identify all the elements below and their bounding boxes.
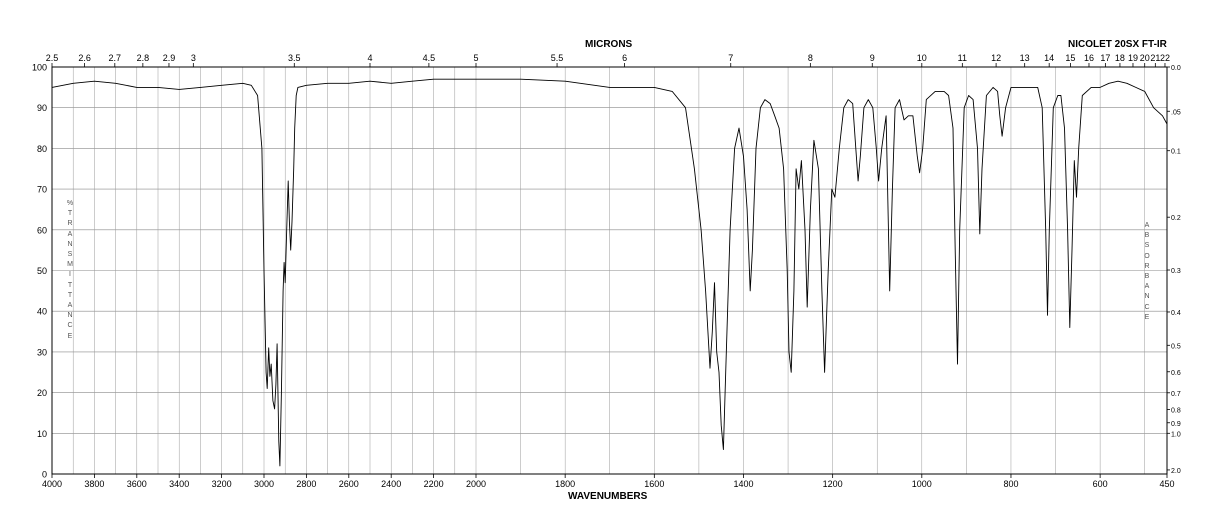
right-tick-label: .05 xyxy=(1171,109,1181,116)
bottom-tick-label: 2000 xyxy=(466,479,486,489)
bottom-tick-label: 3600 xyxy=(127,479,147,489)
left-tick-label: 10 xyxy=(37,429,47,439)
bottom-tick-label: 1600 xyxy=(644,479,664,489)
top-axis-title: MICRONS xyxy=(585,39,633,50)
top-tick-label: 2.5 xyxy=(46,53,59,63)
top-tick-label: 2.9 xyxy=(163,53,176,63)
top-tick-label: 5.5 xyxy=(551,53,564,63)
bottom-tick-label: 1800 xyxy=(555,479,575,489)
top-tick-label: 4 xyxy=(367,53,372,63)
top-tick-label: 2.7 xyxy=(109,53,122,63)
top-tick-label: 22 xyxy=(1160,53,1170,63)
top-tick-label: 6 xyxy=(622,53,627,63)
left-tick-label: 0 xyxy=(42,470,47,480)
top-tick-label: 10 xyxy=(917,53,927,63)
right-tick-label: 0.1 xyxy=(1171,149,1181,156)
plot-frame xyxy=(51,66,1168,475)
left-tick-label: 60 xyxy=(37,225,47,235)
bottom-tick-label: 1400 xyxy=(733,479,753,489)
bottom-tick-label: 2200 xyxy=(424,479,444,489)
top-tick-label: 15 xyxy=(1065,53,1075,63)
top-tick-label: 2.6 xyxy=(78,53,91,63)
bottom-tick-label: 2800 xyxy=(296,479,316,489)
right-tick-label: 0.9 xyxy=(1171,421,1181,428)
top-tick-label: 4.5 xyxy=(423,53,436,63)
bottom-tick-label: 4000 xyxy=(42,479,62,489)
right-tick-label: 2.0 xyxy=(1171,468,1181,475)
left-tick-label: 50 xyxy=(37,266,47,276)
right-tick-label: 0.0 xyxy=(1171,65,1181,72)
left-axis-title: % T R A N S M I T T A N C E xyxy=(66,200,74,340)
bottom-tick-label: 3400 xyxy=(169,479,189,489)
left-tick-label: 90 xyxy=(37,103,47,113)
bottom-tick-label: 1200 xyxy=(823,479,843,489)
right-tick-label: 0.7 xyxy=(1171,391,1181,398)
left-tick-label: 40 xyxy=(37,307,47,317)
right-tick-label: 0.3 xyxy=(1171,268,1181,275)
right-tick-label: 0.6 xyxy=(1171,370,1181,377)
left-tick-label: 70 xyxy=(37,185,47,195)
right-tick-label: 1.0 xyxy=(1171,431,1181,438)
bottom-tick-label: 450 xyxy=(1159,479,1174,489)
top-tick-label: 7 xyxy=(728,53,733,63)
left-tick-label: 80 xyxy=(37,144,47,154)
bottom-tick-label: 1000 xyxy=(912,479,932,489)
bottom-tick-label: 600 xyxy=(1093,479,1108,489)
top-tick-label: 19 xyxy=(1128,53,1138,63)
grid-layer xyxy=(51,66,1167,475)
spectrum-line xyxy=(51,78,1168,467)
top-tick-label: 16 xyxy=(1084,53,1094,63)
bottom-tick-label: 2600 xyxy=(339,479,359,489)
right-tick-label: 0.2 xyxy=(1171,215,1181,222)
top-tick-label: 9 xyxy=(870,53,875,63)
top-tick-label: 20 xyxy=(1140,53,1150,63)
bottom-tick-label: 3000 xyxy=(254,479,274,489)
bottom-tick-label: 3800 xyxy=(84,479,104,489)
top-tick-label: 3.5 xyxy=(288,53,301,63)
bottom-tick-label: 3200 xyxy=(212,479,232,489)
top-tick-label: 8 xyxy=(808,53,813,63)
top-tick-label: 13 xyxy=(1020,53,1030,63)
bottom-tick-label: 800 xyxy=(1003,479,1018,489)
top-tick-label: 11 xyxy=(958,53,967,63)
top-tick-label: 21 xyxy=(1150,53,1160,63)
top-tick-label: 5 xyxy=(473,53,478,63)
left-tick-label: 30 xyxy=(37,347,47,357)
top-tick-label: 17 xyxy=(1100,53,1110,63)
top-tick-label: 14 xyxy=(1044,53,1054,63)
top-tick-label: 3 xyxy=(191,53,196,63)
instrument-label: NICOLET 20SX FT-IR xyxy=(1068,39,1167,50)
top-tick-label: 12 xyxy=(991,53,1001,63)
right-tick-label: 0.8 xyxy=(1171,407,1181,414)
right-tick-label: 0.5 xyxy=(1171,343,1181,350)
left-tick-label: 20 xyxy=(37,388,47,398)
top-tick-label: 18 xyxy=(1115,53,1125,63)
bottom-tick-label: 2400 xyxy=(381,479,401,489)
bottom-axis-title: WAVENUMBERS xyxy=(568,491,648,502)
left-tick-label: 100 xyxy=(32,63,47,73)
right-tick-label: 0.4 xyxy=(1171,310,1181,317)
top-tick-label: 2.8 xyxy=(137,53,150,63)
